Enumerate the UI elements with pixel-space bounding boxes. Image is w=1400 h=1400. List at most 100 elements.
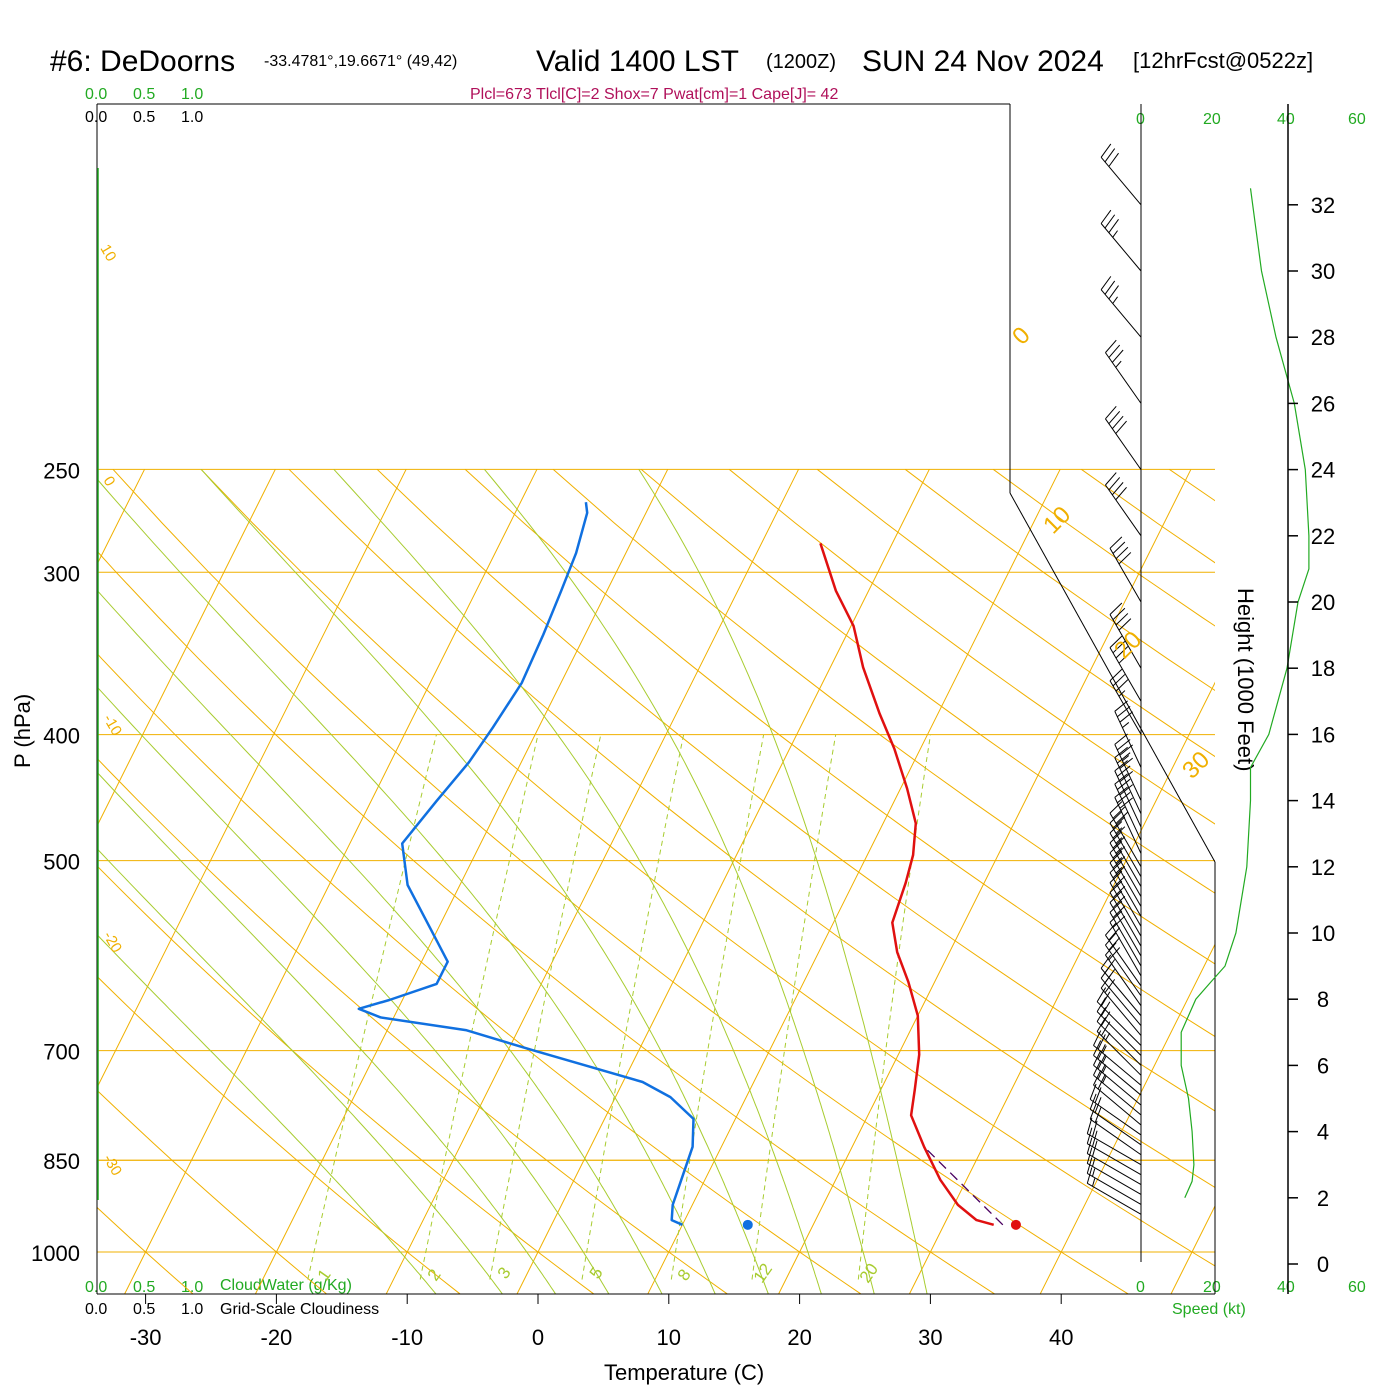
wind-barb-staff	[1096, 1031, 1142, 1076]
wind-barb	[1109, 890, 1142, 957]
wind-barb-flag	[1108, 477, 1121, 491]
wind-barb-flag	[1112, 846, 1126, 859]
wind-barb-half	[1102, 1045, 1107, 1054]
wind-barb-flag	[1112, 866, 1126, 879]
wind-barb-staff	[1114, 744, 1142, 801]
wind-barb-half	[1122, 722, 1130, 729]
wind-barb-flag	[1119, 757, 1133, 769]
wind-barb-flag	[1112, 895, 1126, 909]
wind-barb	[1086, 1137, 1142, 1185]
wind-barb-flag	[1115, 486, 1127, 501]
wind-barb-flag	[1117, 778, 1131, 790]
bottom-cloudwater-tick: 1.0	[181, 1279, 203, 1296]
speed-tick: 40	[1277, 1279, 1295, 1296]
wind-barb-staff	[1105, 954, 1142, 1007]
wind-barb-staff	[1087, 1172, 1142, 1205]
wind-barb	[1096, 1017, 1142, 1076]
wind-barb-flag	[1086, 1117, 1093, 1134]
wind-barb	[1105, 942, 1142, 1007]
wind-barb-flag	[1112, 541, 1126, 554]
forecast-date: SUN 24 Nov 2024	[862, 45, 1104, 78]
wind-barb	[1100, 209, 1142, 272]
speed-profile	[1180, 188, 1310, 1199]
zulu-time: (1200Z)	[766, 51, 836, 73]
height-tick-label: 0	[1317, 1252, 1329, 1277]
dry-adiabat	[97, 865, 595, 1294]
plot-frame	[96, 103, 1216, 1295]
height-tick-label: 4	[1317, 1120, 1329, 1145]
wind-barb-staff	[1093, 1064, 1142, 1106]
wind-barb-flag	[1104, 280, 1116, 295]
bottom-cloudwater-tick: 0.0	[85, 1279, 107, 1296]
isotherm-line	[97, 469, 145, 566]
mixing-ratio-line	[581, 734, 685, 1280]
wind-barb-staff	[1109, 812, 1142, 868]
station-coords: -33.4781°,19.6671° (49,42)	[264, 53, 457, 70]
isotherm-line	[124, 469, 538, 1294]
wind-barb-staff	[1109, 872, 1142, 927]
wind-barb	[1096, 1007, 1142, 1066]
forecast-run: [12hrFcst@0522z]	[1133, 48, 1313, 73]
wind-barb-flag	[1112, 826, 1126, 839]
wind-barb-flag	[1100, 209, 1112, 224]
wind-barb-staff	[1089, 1108, 1142, 1146]
top-cloudwater-tick: 1.0	[181, 86, 203, 103]
dry-adiabat	[728, 468, 1215, 825]
wind-barb-staff	[1114, 797, 1142, 854]
wind-barb-half	[1115, 867, 1123, 874]
dry-adiabat	[288, 468, 1215, 1188]
wind-barb-flag	[1118, 618, 1132, 631]
dry-adiabat	[97, 975, 461, 1294]
wind-barb	[1114, 733, 1142, 801]
temp-tick-label: -10	[391, 1325, 423, 1350]
wind-barb-staff	[1100, 156, 1142, 206]
wind-barb-half	[1122, 755, 1130, 762]
wind-barb-flag	[1112, 905, 1126, 918]
wind-barb-staff	[1109, 912, 1142, 967]
wind-barb	[1109, 910, 1142, 977]
wind-barb-staff	[1089, 1118, 1142, 1156]
wind-barb-flag	[1111, 482, 1124, 496]
isotherm-label: 0	[100, 474, 119, 490]
wind-barb-staff	[1096, 1001, 1142, 1046]
wind-barbs	[1086, 143, 1142, 1215]
frame-slant	[1009, 492, 1216, 863]
wind-barb-flag	[1104, 214, 1116, 229]
wind-barb-flag	[1100, 143, 1112, 158]
wind-barb-flag	[1108, 152, 1119, 167]
wind-barb-flag	[1104, 979, 1116, 994]
temp-tick-label: -30	[130, 1325, 162, 1350]
wind-barb-staff	[1109, 548, 1142, 603]
wind-barb-flag	[1112, 856, 1126, 869]
isotherm-line	[1170, 1204, 1215, 1294]
wind-barb-half	[1115, 360, 1122, 368]
bottom-cloudiness-tick: 1.0	[181, 1301, 203, 1318]
wind-barb-flag	[1096, 1017, 1107, 1032]
moist-adiabat	[333, 468, 822, 1294]
isotherm-label: -20	[100, 929, 126, 956]
wind-barb-flag	[1111, 415, 1124, 429]
temp-tick-label: 0	[532, 1325, 544, 1350]
wind-barb-flag	[1118, 552, 1132, 565]
wind-barb-flag	[1115, 420, 1127, 434]
wind-barb-flag	[1114, 760, 1128, 772]
wind-barb-half	[1115, 837, 1123, 844]
speed-tick: 20	[1203, 111, 1221, 128]
wind-barb-flag	[1112, 816, 1126, 829]
cloudiness-label: Grid-Scale Cloudiness	[220, 1301, 379, 1318]
height-tick-label: 26	[1311, 391, 1335, 416]
wind-barb-flag	[1094, 1087, 1102, 1103]
wind-barb-flag	[1097, 1034, 1106, 1050]
wind-barb-half	[1115, 857, 1123, 864]
pressure-tick-label: 500	[43, 850, 80, 875]
moist-adiabat	[97, 589, 663, 1294]
moist-adiabat	[97, 771, 557, 1294]
top-cloudwater-tick: 0.5	[133, 86, 155, 103]
wind-barb	[1109, 635, 1142, 702]
moist-adiabat	[97, 686, 610, 1294]
wind-barb-flag	[1086, 1127, 1093, 1144]
top-cloudiness-tick: 0.0	[85, 109, 107, 126]
wind-barb-half	[1118, 690, 1126, 697]
wind-barb-flag	[1111, 349, 1124, 363]
wind-barb	[1105, 932, 1142, 997]
